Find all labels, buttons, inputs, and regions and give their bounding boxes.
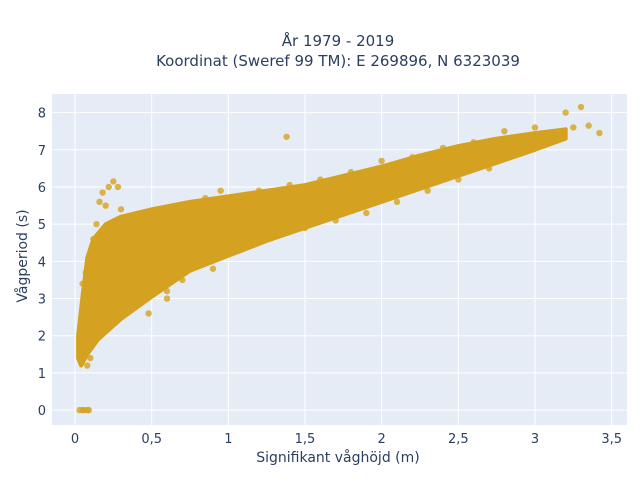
scatter-point <box>102 202 109 209</box>
y-axis-ticks: 0 1 2 3 4 5 6 7 8 <box>38 107 46 420</box>
scatter-point <box>271 232 278 239</box>
y-axis-label: Vågperiod (s) <box>14 209 31 302</box>
scatter-point <box>240 239 247 246</box>
scatter-point <box>96 198 103 206</box>
y-tick-label: 0 <box>38 404 46 419</box>
scatter-point <box>317 176 324 183</box>
scatter-point <box>93 220 100 228</box>
scatter-point <box>217 187 224 194</box>
scatter-point <box>516 150 523 157</box>
scatter-point <box>225 250 232 258</box>
scatter-point <box>125 250 132 258</box>
scatter-point <box>531 124 539 131</box>
scatter-point <box>94 332 102 339</box>
scatter-point <box>585 122 592 129</box>
x-tick-label: 3 <box>531 432 539 447</box>
y-tick-label: 2 <box>38 330 46 345</box>
scatter-point <box>194 258 201 265</box>
scatter-point <box>163 287 171 295</box>
scatter-point <box>85 406 93 414</box>
scatter-point <box>179 276 186 284</box>
y-tick-label: 7 <box>38 144 46 159</box>
scatter-point <box>110 273 117 280</box>
x-tick-label: 1 <box>224 432 232 447</box>
scatter-point <box>596 129 603 137</box>
x-tick-label: 0,5 <box>141 432 162 447</box>
x-axis-ticks: 0 0,5 1 1,5 2 2,5 3 3,5 <box>71 432 622 447</box>
scatter-point <box>485 165 493 172</box>
scatter-point <box>570 124 577 131</box>
scatter-point <box>133 224 140 232</box>
scatter-point <box>82 269 89 276</box>
scatter-point <box>171 220 178 228</box>
scatter-point <box>85 295 93 302</box>
y-tick-label: 1 <box>38 367 46 382</box>
y-tick-label: 4 <box>38 255 46 270</box>
y-tick-label: 6 <box>38 181 46 196</box>
scatter-point <box>114 183 122 191</box>
scatter-point <box>76 351 83 358</box>
scatter-point <box>117 299 125 306</box>
x-tick-label: 2,5 <box>448 432 469 447</box>
scatter-point <box>148 209 155 217</box>
chart-title-line2: Koordinat (Sweref 99 TM): E 269896, N 63… <box>156 52 520 70</box>
scatter-point <box>209 265 217 272</box>
scatter-point <box>363 209 370 217</box>
scatter-point <box>470 139 477 146</box>
y-tick-label: 8 <box>38 107 46 122</box>
scatter-point <box>90 287 97 295</box>
scatter-point <box>439 144 447 152</box>
x-axis-label: Signifikant våghöjd (m) <box>256 449 419 466</box>
scatter-point <box>82 313 89 321</box>
y-tick-label: 3 <box>38 293 46 308</box>
scatter-point <box>378 157 385 165</box>
scatter-point <box>117 206 125 213</box>
scatter-point <box>424 187 431 194</box>
scatter-point <box>186 202 194 209</box>
scatter-points <box>76 103 603 414</box>
scatter-point <box>501 127 508 135</box>
scatter-point <box>105 317 112 325</box>
scatter-point <box>87 354 94 362</box>
scatter-point <box>99 189 106 196</box>
scatter-point <box>81 347 88 354</box>
scatter-point <box>409 154 416 161</box>
scatter-point <box>286 181 293 189</box>
scatter-point <box>105 183 112 191</box>
scatter-point <box>87 258 94 265</box>
scatter-point <box>145 310 152 317</box>
scatter-point <box>393 198 401 206</box>
scatter-point <box>577 103 585 111</box>
scatter-point <box>332 217 339 224</box>
scatter-point <box>547 135 554 142</box>
scatter-point <box>156 239 163 246</box>
scatter-point <box>110 178 117 185</box>
scatter-point <box>99 325 106 332</box>
chart-title-line1: År 1979 - 2019 <box>282 31 395 50</box>
x-tick-label: 2 <box>378 432 386 447</box>
scatter-point <box>79 280 86 287</box>
scatter-point <box>140 284 148 291</box>
y-tick-label: 5 <box>38 218 46 233</box>
scatter-point <box>77 339 85 347</box>
x-tick-label: 1,5 <box>295 432 316 447</box>
scatter-point <box>163 295 171 302</box>
scatter-point <box>232 198 240 206</box>
scatter-point <box>79 328 86 336</box>
x-tick-label: 3,5 <box>601 432 622 447</box>
scatter-point <box>202 194 209 202</box>
scatter-point <box>455 176 462 183</box>
scatter-point <box>90 235 97 243</box>
x-tick-label: 0 <box>71 432 79 447</box>
scatter-point <box>283 133 290 140</box>
scatter-point <box>84 362 91 369</box>
scatter-point <box>255 187 263 194</box>
scatter-point <box>562 109 569 116</box>
scatter-point <box>347 168 355 176</box>
scatter-point <box>301 224 309 232</box>
